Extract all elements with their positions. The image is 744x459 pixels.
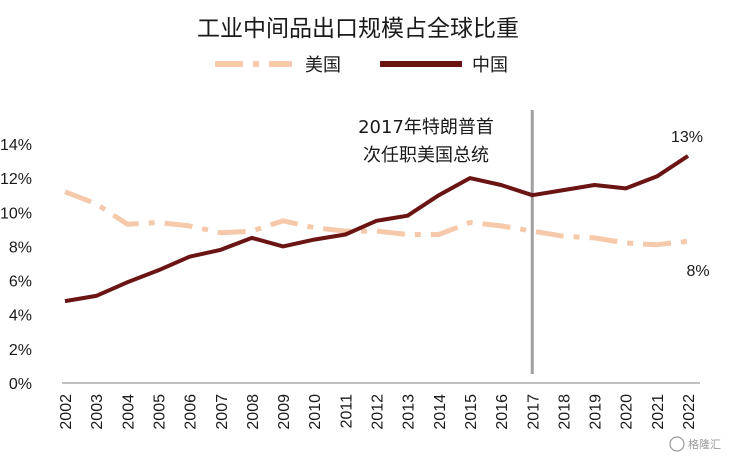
x-tick-label: 2021 bbox=[650, 394, 667, 430]
legend: 美国 中国 bbox=[215, 55, 508, 76]
series-line-us bbox=[64, 189, 689, 248]
watermark-text: 格隆汇 bbox=[688, 437, 721, 451]
annotation-text-line1: 2017年特朗普首 bbox=[358, 117, 494, 138]
series-line-china bbox=[64, 154, 690, 304]
x-tick-label: 2022 bbox=[681, 394, 698, 430]
x-tick-label: 2013 bbox=[401, 394, 418, 430]
x-tick-label: 2009 bbox=[276, 394, 293, 430]
watermark-logo-icon bbox=[669, 436, 685, 452]
x-tick-label: 2002 bbox=[58, 394, 75, 430]
y-tick-label: 10% bbox=[0, 205, 32, 222]
x-tick-label: 2005 bbox=[151, 394, 168, 430]
legend-label-us: 美国 bbox=[305, 55, 341, 76]
x-tick-label: 2008 bbox=[245, 394, 262, 430]
x-tick-label: 2004 bbox=[120, 394, 137, 430]
annotation-text-line2: 次任职美国总统 bbox=[363, 145, 489, 166]
x-tick-label: 2015 bbox=[463, 394, 480, 430]
y-axis: 0% 2% 4% 6% 8% 10% 12% 14% bbox=[0, 137, 32, 393]
y-tick-label: 14% bbox=[0, 137, 32, 154]
watermark: 格隆汇 bbox=[669, 436, 721, 452]
x-tick-label: 2016 bbox=[494, 394, 511, 430]
series-group bbox=[64, 154, 690, 304]
x-tick-label: 2018 bbox=[556, 394, 573, 430]
x-tick-label: 2006 bbox=[183, 394, 200, 430]
legend-label-china: 中国 bbox=[472, 55, 508, 76]
data-label-us-end: 8% bbox=[686, 263, 709, 280]
x-tick-label: 2011 bbox=[338, 394, 355, 429]
x-tick-label: 2017 bbox=[525, 394, 542, 430]
data-label-china-end: 13% bbox=[671, 129, 703, 146]
x-tick-label: 2012 bbox=[370, 394, 387, 430]
y-tick-label: 6% bbox=[9, 274, 32, 291]
x-axis: 2002 2003 2004 2005 2006 2007 2008 2009 2010 2011… bbox=[58, 394, 698, 430]
y-tick-label: 4% bbox=[9, 308, 32, 325]
x-tick-label: 2007 bbox=[214, 394, 231, 430]
y-tick-label: 8% bbox=[9, 239, 32, 256]
x-tick-label: 2003 bbox=[89, 394, 106, 430]
x-tick-label: 2019 bbox=[588, 394, 605, 430]
y-tick-label: 2% bbox=[9, 342, 32, 359]
y-tick-label: 0% bbox=[9, 376, 32, 393]
x-tick-label: 2020 bbox=[619, 394, 636, 430]
chart-title: 工业中间品出口规模占全球比重 bbox=[197, 16, 519, 42]
x-tick-label: 2014 bbox=[432, 394, 449, 430]
x-tick-label: 2010 bbox=[307, 394, 324, 430]
y-tick-label: 12% bbox=[0, 171, 32, 188]
